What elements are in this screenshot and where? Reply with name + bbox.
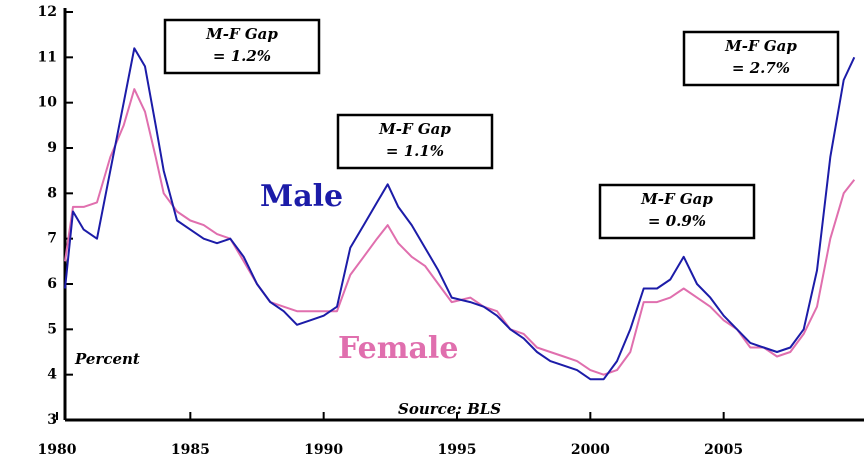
series-line — [64, 88, 856, 376]
y-tick-label: 10 — [38, 95, 58, 111]
y-tick-label: 7 — [47, 231, 57, 247]
y-tick-label: 9 — [47, 140, 57, 156]
annotation-text: = 0.9% — [648, 212, 706, 230]
annotation-text: = 1.2% — [213, 47, 271, 65]
series-label: Male — [260, 179, 343, 214]
annotation-box — [682, 30, 840, 87]
annotation-text: = 1.1% — [386, 142, 444, 160]
y-tick-label: 12 — [38, 4, 57, 20]
annotation-text: = 2.7% — [732, 59, 790, 77]
x-tick-label: 1985 — [171, 442, 210, 458]
x-tick-label: 1995 — [438, 442, 477, 458]
annotation-box — [598, 183, 756, 240]
y-axis-label: Percent — [74, 350, 140, 368]
annotation-text: M-F Gap — [205, 25, 278, 43]
source-note: Source: BLS — [398, 400, 501, 418]
x-tick-label: 1990 — [304, 442, 343, 458]
x-tick-label: 2005 — [704, 442, 743, 458]
y-tick-label: 6 — [47, 276, 57, 292]
y-tick-label: 3 — [47, 412, 57, 428]
y-tick-label: 5 — [47, 321, 57, 337]
annotation-box — [163, 18, 321, 75]
annotation-box — [336, 113, 494, 170]
annotation-text: M-F Gap — [640, 190, 713, 208]
annotation-text: M-F Gap — [724, 37, 797, 55]
y-tick-label: 8 — [47, 185, 57, 201]
series-label: Female — [338, 331, 458, 366]
x-tick-label: 1980 — [38, 442, 77, 458]
series-line — [64, 47, 856, 381]
y-tick-label: 4 — [47, 367, 57, 383]
annotation-text: M-F Gap — [378, 120, 451, 138]
x-tick-label: 2000 — [571, 442, 610, 458]
y-tick-label: 11 — [38, 49, 57, 65]
